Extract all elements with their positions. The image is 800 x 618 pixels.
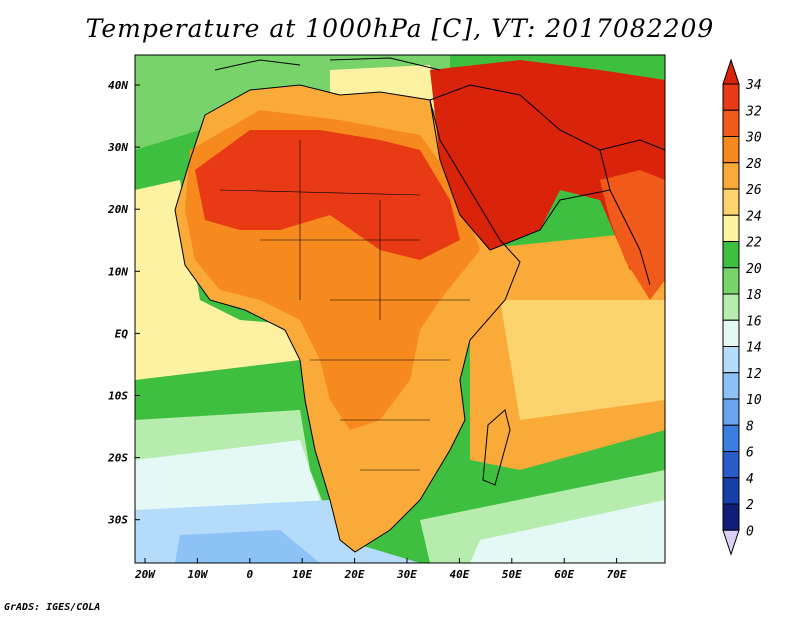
coastline-outlines (174, 57, 666, 553)
lat-label: 30N (107, 141, 128, 154)
colorbar-label: 32 (745, 104, 762, 119)
lon-label: 10W (187, 568, 208, 581)
colorbar-label: 20 (746, 262, 762, 277)
colorbar-label: 14 (746, 341, 762, 356)
chart-title: Temperature at 1000hPa [C], VT: 20170822… (85, 14, 715, 43)
colorbar-swatch (722, 319, 740, 347)
colorbar-label: 8 (746, 419, 754, 434)
lat-label: 10S (108, 390, 128, 403)
colorbar-top-arrow (722, 58, 740, 85)
colorbar-swatch (722, 83, 740, 111)
colorbar-swatch (722, 451, 740, 479)
colorbar-label: 12 (746, 367, 762, 382)
lat-label: EQ (115, 327, 129, 340)
colorbar-swatch (722, 346, 740, 374)
colorbar-label: 24 (746, 209, 762, 224)
colorbar-label: 2 (746, 498, 754, 513)
colorbar-swatch (722, 188, 740, 216)
longitude-axis: 20W 10W 0 10E 20E 30E 40E 50E 60E 70E (134, 558, 627, 581)
colorbar-swatch (722, 109, 740, 137)
country-borders (219, 140, 470, 471)
south-indian-cold-field (470, 500, 665, 563)
colorbar-label: 16 (746, 314, 762, 329)
lon-label: 60E (554, 568, 574, 581)
colorbar-label: 34 (745, 78, 762, 93)
indian-ocean-mild-field (500, 300, 665, 420)
colorbar-label: 30 (745, 131, 762, 146)
arabia-field (430, 60, 665, 270)
africa-coastline (174, 84, 521, 553)
india-coastline (599, 139, 666, 286)
madagascar-coastline (482, 409, 511, 486)
colorbar-label: 4 (746, 472, 754, 487)
colorbar-swatch (722, 424, 740, 452)
latitude-axis: 40N 30N 20N 10N EQ 10S 20S 30S (107, 79, 140, 527)
colorbar-swatch (722, 503, 740, 531)
colorbar-swatch (722, 293, 740, 321)
colorbar-swatch (722, 477, 740, 505)
lon-label: 0 (246, 568, 253, 581)
colorbar-label: 26 (746, 183, 762, 198)
colorbar-swatch (722, 372, 740, 400)
sahara-hot-field (195, 130, 460, 260)
colorbar-label: 6 (746, 446, 754, 461)
grads-credit: GrADS: IGES/COLA (4, 602, 101, 613)
map-frame (134, 54, 666, 564)
colorbar-swatch (722, 241, 740, 269)
colorbar-swatch (722, 162, 740, 190)
colorbar-swatch (722, 136, 740, 164)
gulf-of-guinea-field (135, 180, 300, 380)
lat-label: 30S (107, 514, 128, 527)
lat-label: 20N (107, 203, 128, 216)
lon-label: 20W (134, 568, 156, 581)
lon-label: 50E (502, 568, 522, 581)
southern-coldest-field (175, 530, 320, 563)
colorbar-swatch (722, 267, 740, 295)
lon-label: 20E (344, 568, 365, 581)
europe-coastline (214, 57, 441, 71)
colorbar-label: 0 (746, 524, 754, 539)
colorbar-label: 18 (746, 288, 762, 303)
lon-label: 70E (607, 568, 627, 581)
lon-label: 40E (449, 568, 469, 581)
lon-label: 30E (396, 568, 417, 581)
lat-label: 10N (108, 265, 128, 278)
colorbar-label: 22 (746, 236, 762, 251)
colorbar-swatch (722, 214, 740, 242)
temperature-field (135, 55, 665, 563)
colorbar-swatch (722, 398, 740, 426)
lon-label: 10E (292, 568, 312, 581)
lat-label: 20S (107, 452, 128, 465)
lat-label: 40N (108, 79, 128, 92)
colorbar-bottom-arrow (722, 529, 740, 556)
arabia-coastline (429, 84, 611, 251)
colorbar-label: 10 (746, 393, 762, 408)
colorbar-label: 28 (746, 157, 762, 172)
